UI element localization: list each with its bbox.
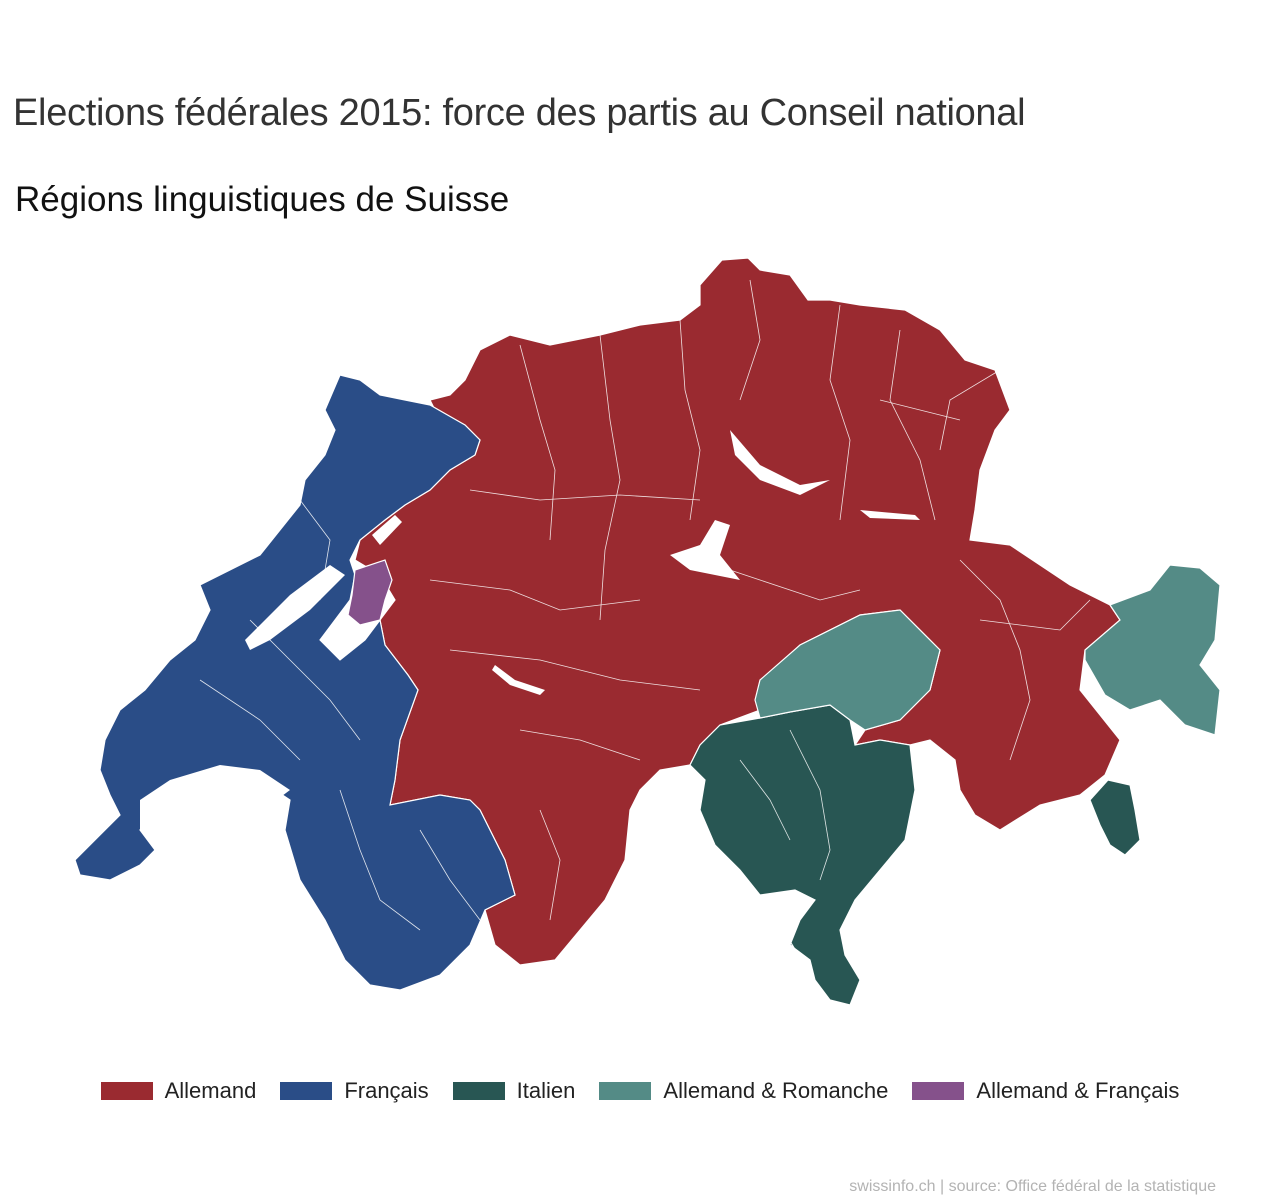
legend-swatch-allemand-romanche (599, 1082, 652, 1100)
lakes (140, 430, 920, 990)
lake-geneva (140, 765, 290, 830)
legend-item-allemand-francais: Allemand & Français (912, 1078, 1179, 1104)
region-allemand-francais (347, 559, 393, 626)
source-credit: swissinfo.ch | source: Office fédéral de… (849, 1178, 1216, 1195)
lake-biel (372, 515, 402, 545)
lake-thun-brienz (492, 665, 545, 695)
legend: Allemand Français Italien Allemand & Rom… (0, 1078, 1280, 1104)
lake-neuchatel (245, 565, 345, 650)
legend-label-allemand: Allemand (164, 1078, 257, 1103)
chart-title: Elections fédérales 2015: force des part… (13, 92, 1026, 134)
legend-swatch-allemand (100, 1082, 153, 1100)
map-svg (74, 257, 1221, 1006)
lake-lucerne (670, 520, 740, 580)
legend-swatch-allemand-francais (912, 1082, 965, 1100)
lake-walensee (860, 510, 920, 520)
legend-label-francais: Français (344, 1078, 429, 1103)
legend-label-allemand-romanche: Allemand & Romanche (663, 1078, 889, 1103)
region-francais (74, 374, 516, 991)
legend-item-francais: Français (280, 1078, 429, 1104)
district-boundaries (199, 279, 1091, 931)
legend-label-italien: Italien (516, 1078, 576, 1103)
switzerland-map (0, 240, 1280, 1040)
chart-subtitle: Régions linguistiques de Suisse (15, 180, 510, 219)
lake-zurich (730, 430, 830, 495)
legend-label-allemand-francais: Allemand & Français (976, 1078, 1180, 1103)
legend-item-allemand: Allemand (100, 1078, 257, 1104)
lake-maggiore (790, 940, 812, 990)
region-allemand-romanche-engadin (1084, 564, 1221, 736)
region-italien-poschiavo (1089, 779, 1141, 856)
legend-item-allemand-romanche: Allemand & Romanche (599, 1078, 888, 1104)
region-allemand-romanche-surselva (754, 609, 941, 731)
legend-item-italien: Italien (452, 1078, 576, 1104)
legend-swatch-francais (280, 1082, 333, 1100)
region-italien (689, 704, 916, 1006)
legend-swatch-italien (452, 1082, 505, 1100)
